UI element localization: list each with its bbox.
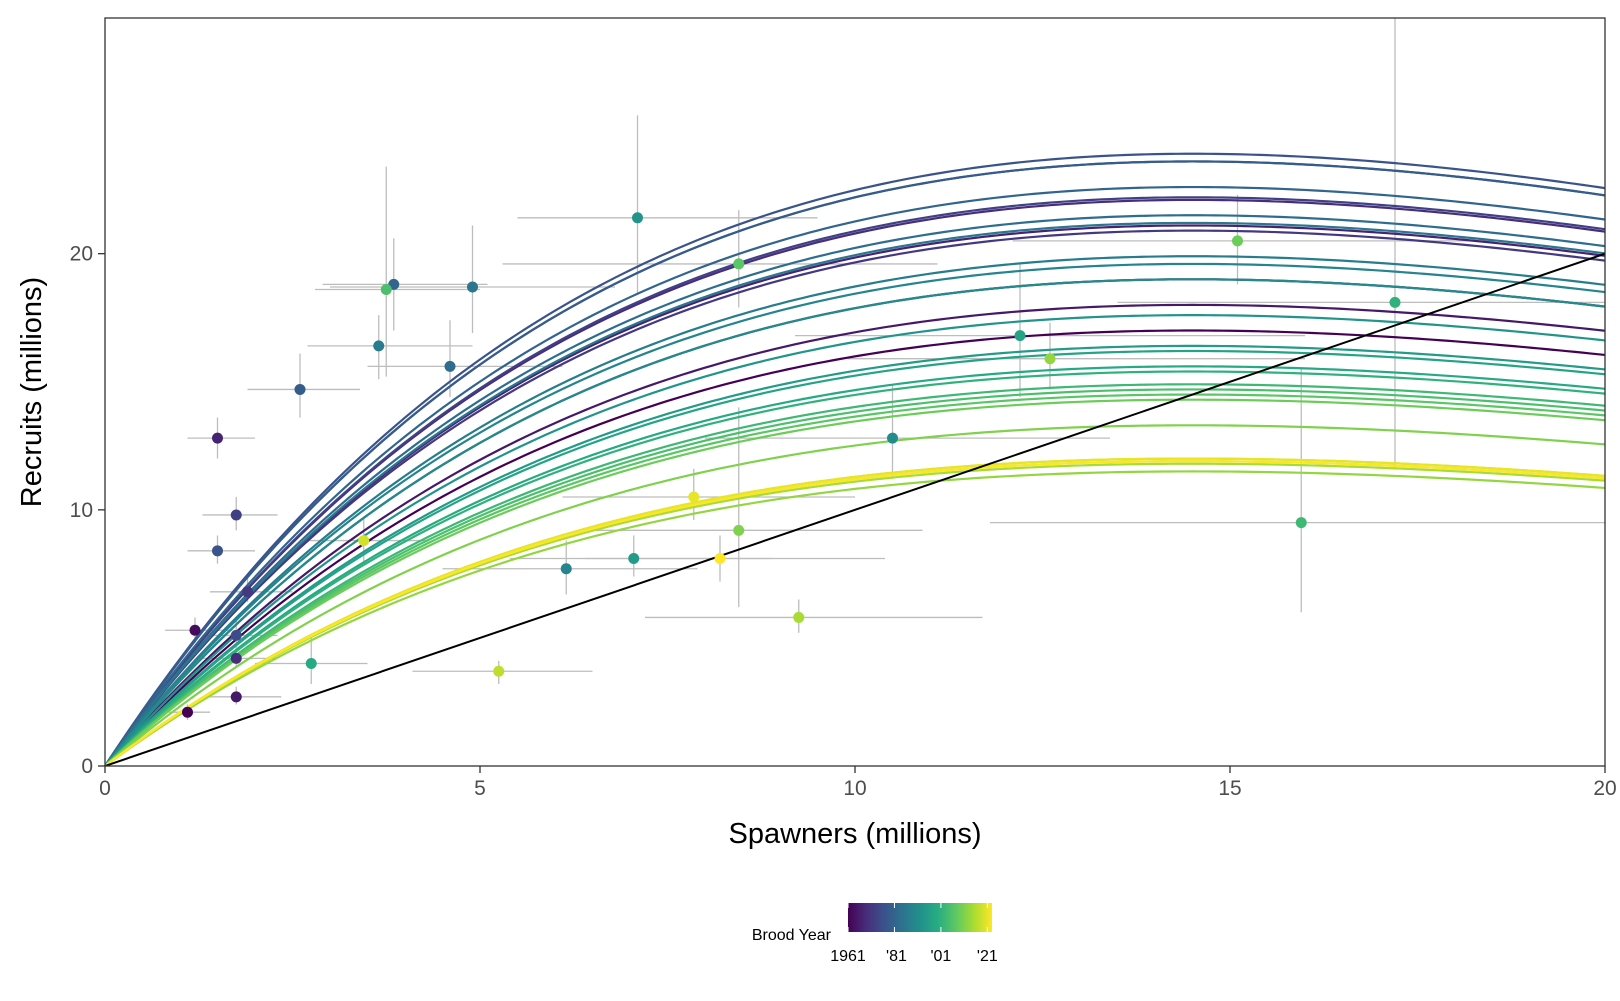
ricker-curve	[105, 383, 1605, 766]
ricker-curve	[105, 398, 1605, 766]
ricker-curve	[105, 221, 1605, 766]
replacement-line	[105, 252, 1605, 766]
data-point	[358, 535, 370, 547]
ricker-curve	[105, 460, 1605, 766]
data-point	[373, 340, 385, 352]
plot-area	[105, 18, 1605, 766]
data-point	[1389, 296, 1401, 308]
data-point	[1295, 517, 1307, 529]
ricker-curve	[105, 214, 1605, 766]
colorbar-tick-label: '01	[930, 948, 951, 965]
colorbar-legend: Brood Year 1961 '81 '01 '21	[752, 903, 998, 965]
y-tick-label: 0	[81, 755, 93, 778]
y-tick-label: 10	[70, 499, 93, 522]
data-point	[230, 652, 242, 664]
x-tick-label: 0	[99, 777, 111, 800]
x-tick-label: 15	[1218, 777, 1241, 800]
data-point	[444, 360, 456, 372]
ricker-curve	[105, 255, 1605, 766]
data-point	[230, 509, 242, 521]
data-point	[628, 553, 640, 565]
ricker-curve	[105, 160, 1605, 766]
data-point	[493, 665, 505, 677]
data-points	[182, 212, 1401, 718]
data-point	[887, 432, 898, 444]
colorbar-tick-label: 1961	[830, 948, 866, 965]
x-axis-title: Spawners (millions)	[728, 818, 981, 850]
ricker-curve	[105, 196, 1605, 766]
y-tick-label: 20	[70, 243, 93, 266]
data-point	[688, 491, 700, 503]
x-tick-label: 20	[1593, 777, 1616, 800]
colorbar-tick-label: '81	[886, 948, 907, 965]
data-point	[230, 629, 242, 641]
colorbar-tick-label: '21	[977, 948, 998, 965]
ricker-curve	[105, 314, 1605, 766]
data-point	[305, 658, 317, 670]
colorbar	[848, 903, 992, 932]
data-point	[212, 545, 223, 557]
ricker-curve	[105, 229, 1605, 766]
data-point	[242, 586, 253, 598]
ricker-curve	[105, 278, 1605, 766]
ricker-curve	[105, 457, 1605, 766]
ricker-curves	[105, 152, 1605, 766]
data-point	[380, 284, 392, 296]
ricker-curve	[105, 303, 1605, 766]
legend-title: Brood Year	[752, 927, 832, 944]
data-point	[714, 553, 726, 565]
data-point	[560, 563, 572, 575]
data-point	[1232, 235, 1243, 247]
x-tick-label: 5	[474, 777, 486, 800]
ricker-curve	[105, 424, 1605, 766]
ricker-curve	[105, 365, 1605, 766]
ricker-curve	[105, 344, 1605, 766]
data-point	[632, 212, 643, 224]
plot-panel-background	[105, 18, 1605, 766]
data-point	[793, 611, 805, 623]
data-point	[230, 691, 242, 703]
y-axis-title: Recruits (millions)	[16, 277, 48, 507]
ricker-curve	[105, 462, 1605, 766]
ricker-curve	[105, 470, 1605, 766]
data-point	[189, 624, 201, 636]
x-axis: 0 5 10 15 20	[99, 766, 1617, 800]
data-point	[182, 706, 193, 718]
data-point	[733, 258, 745, 270]
data-point	[294, 383, 306, 395]
data-point	[467, 281, 478, 293]
ricker-curve	[105, 329, 1605, 766]
ricker-curve	[105, 393, 1605, 766]
ricker-curve	[105, 370, 1605, 766]
data-point	[1044, 353, 1056, 365]
ricker-curve	[105, 349, 1605, 766]
data-point	[1014, 330, 1026, 342]
y-axis: 0 10 20	[70, 243, 105, 778]
ricker-curve	[105, 185, 1605, 766]
ricker-curve	[105, 152, 1605, 766]
data-point	[212, 432, 223, 444]
data-point	[733, 524, 745, 536]
ricker-curve	[105, 262, 1605, 766]
ricker-curve	[105, 388, 1605, 766]
colorbar-ticks: 1961 '81 '01 '21	[830, 903, 998, 965]
x-tick-label: 10	[843, 777, 866, 800]
